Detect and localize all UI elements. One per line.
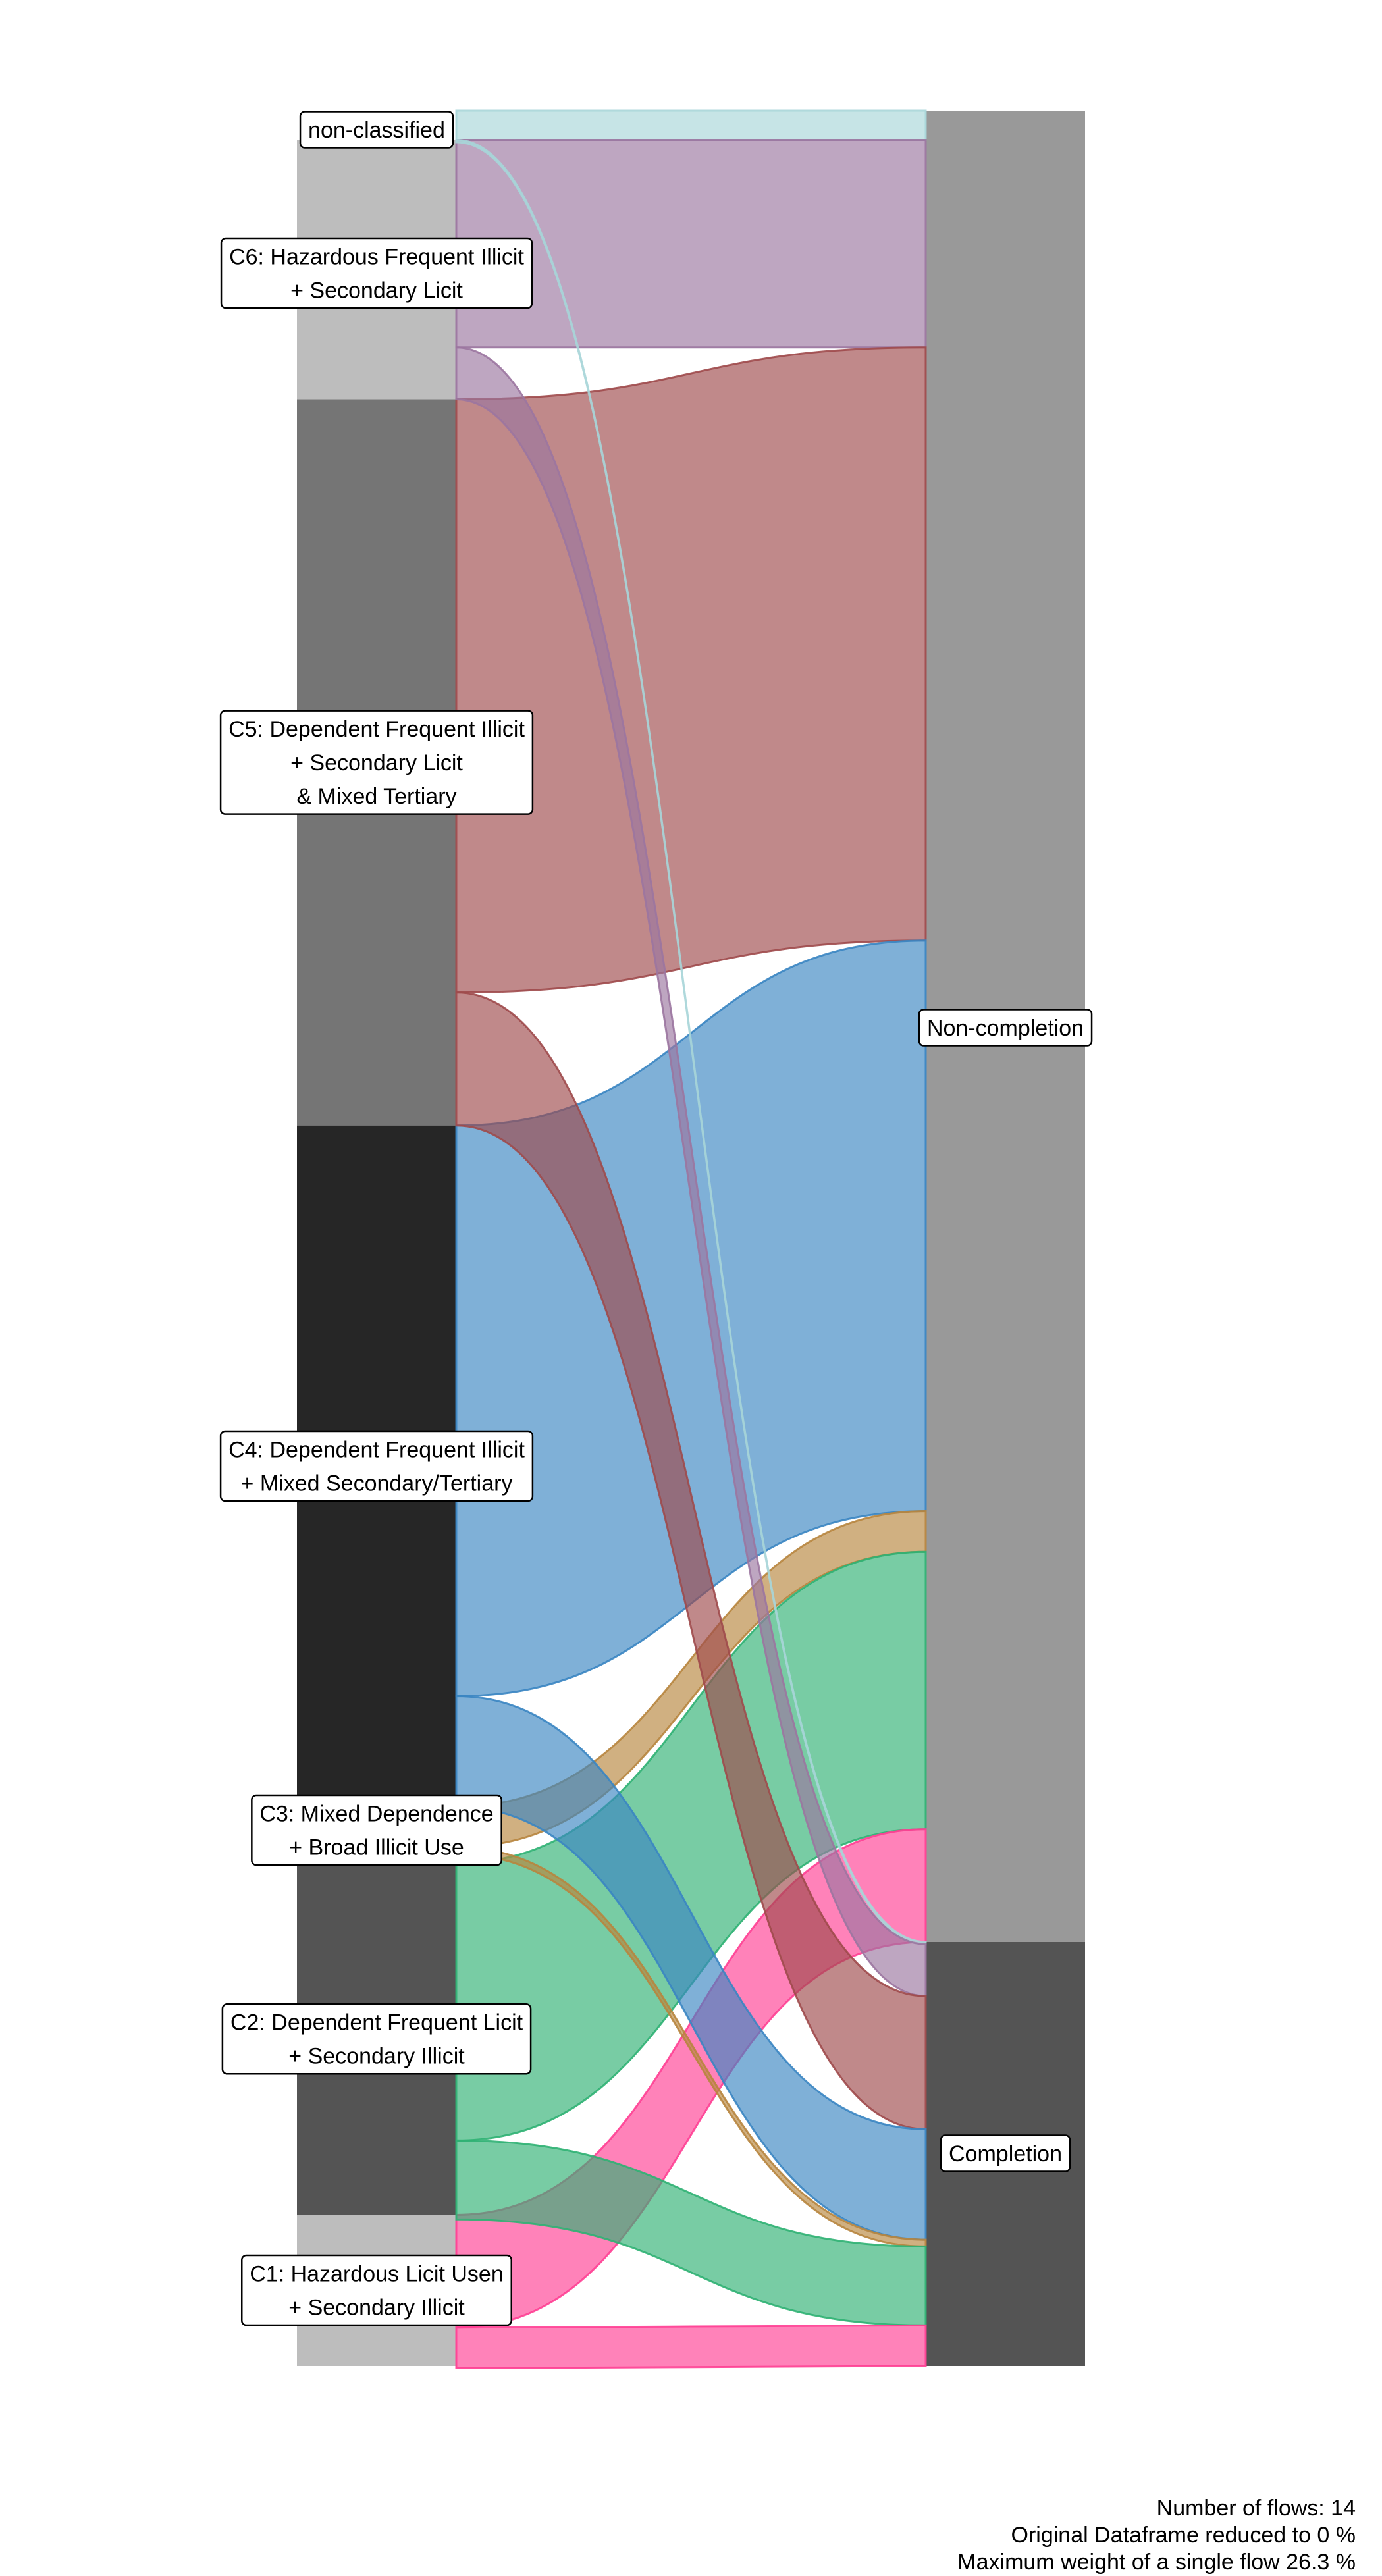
label-non: Non-completion bbox=[918, 1009, 1093, 1047]
label-com-line-1: Completion bbox=[949, 2142, 1062, 2167]
max-weight-text: Maximum weight of a single flow 26.3 % bbox=[957, 2550, 1356, 2575]
label-c6: C6: Hazardous Frequent Illicit + Secondar… bbox=[220, 237, 533, 309]
label-c3-box bbox=[251, 1794, 502, 1866]
label-c6-line-2: + Secondary Licit bbox=[290, 278, 463, 303]
label-com: Completion bbox=[940, 2134, 1071, 2172]
label-c6-line-1: C6: Hazardous Frequent Illicit bbox=[229, 245, 524, 270]
label-c3-line-1: C3: Mixed Dependence bbox=[259, 1802, 493, 1827]
label-nc-box bbox=[299, 111, 454, 149]
label-non-line-1: Non-completion bbox=[927, 1016, 1084, 1041]
label-c5-box bbox=[219, 710, 534, 815]
label-c2: C2: Dependent Frequent Licit + Secondary … bbox=[221, 2003, 532, 2075]
label-c6-box bbox=[220, 237, 533, 309]
label-com-box bbox=[940, 2134, 1071, 2172]
label-c1-line-2: + Secondary Illicit bbox=[288, 2296, 465, 2321]
reduction-text: Original Dataframe reduced to 0 % bbox=[1011, 2523, 1356, 2548]
label-c1-line-1: C1: Hazardous Licit Usen bbox=[250, 2262, 504, 2287]
label-nc: non-classified bbox=[299, 111, 454, 149]
label-c4-line-1: C4: Dependent Frequent Illicit bbox=[228, 1438, 525, 1463]
label-nc-line-1: non-classified bbox=[308, 118, 445, 143]
label-c5-line-1: C5: Dependent Frequent Illicit bbox=[228, 717, 525, 742]
label-c5-line-2: + Secondary Licit bbox=[290, 750, 463, 775]
label-c4-box bbox=[219, 1430, 534, 1502]
footer-info: Number of flows: 14 Original Dataframe r… bbox=[957, 2495, 1356, 2576]
flow-layer bbox=[455, 109, 927, 2369]
flow-c1-to-com bbox=[455, 2324, 927, 2369]
label-c3-line-2: + Broad Illicit Use bbox=[289, 1835, 464, 1860]
label-c5-line-3: & Mixed Tertiary bbox=[296, 784, 456, 809]
label-layer: non-classified C6: Hazardous Frequent Ill… bbox=[219, 111, 1093, 2326]
label-c1-box bbox=[240, 2254, 513, 2326]
label-c2-line-1: C2: Dependent Frequent Licit bbox=[230, 2011, 523, 2036]
label-c2-line-2: + Secondary Illicit bbox=[288, 2044, 465, 2069]
flow-count-text: Number of flows: 14 bbox=[1156, 2496, 1356, 2521]
label-non-box bbox=[918, 1009, 1093, 1047]
label-c4-line-2: + Mixed Secondary/Tertiary bbox=[241, 1471, 513, 1496]
label-c3: C3: Mixed Dependence + Broad Illicit Use bbox=[251, 1794, 502, 1866]
label-c1: C1: Hazardous Licit Usen + Secondary Illi… bbox=[240, 2254, 513, 2326]
label-c4: C4: Dependent Frequent Illicit + Mixed Se… bbox=[219, 1430, 534, 1502]
label-c5: C5: Dependent Frequent Illicit + Secondar… bbox=[219, 710, 534, 815]
label-c2-box bbox=[221, 2003, 532, 2075]
flow-nc-to-non bbox=[455, 109, 927, 142]
